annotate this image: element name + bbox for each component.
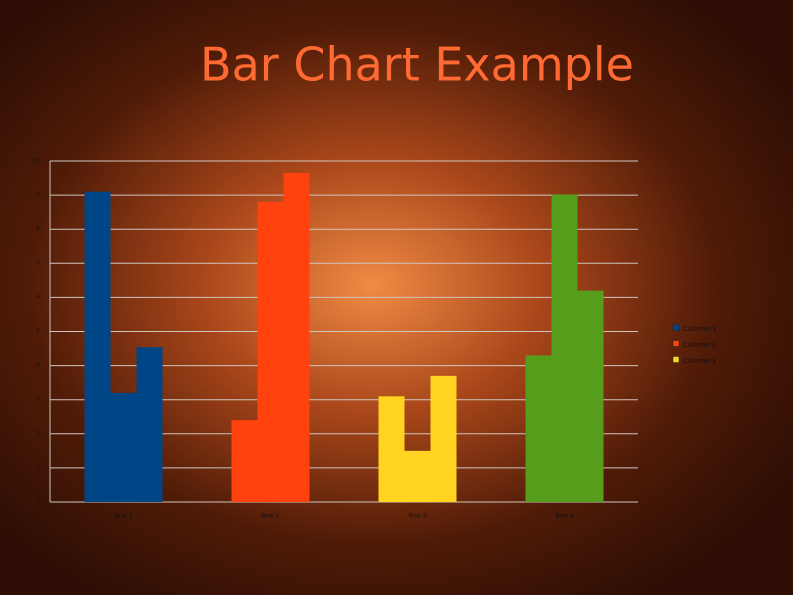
bar [551,194,578,502]
y-tick-label: 10 [32,158,40,165]
y-tick-label: 6 [36,294,40,301]
bar [283,172,310,502]
x-tick-label: Row 1 [114,513,132,520]
legend-label: Column 3 [683,357,717,365]
x-tick-label: Row 4 [555,513,573,520]
legend-swatch [672,324,680,331]
bar [110,392,137,502]
y-tick-label: 8 [36,226,40,233]
chart-title: Bar Chart Example [200,38,634,92]
x-tick-label: Row 3 [408,513,426,520]
y-tick-label: 4 [36,362,40,369]
bar [404,450,431,502]
bar [378,396,405,502]
legend-swatch [672,340,680,347]
legend-label: Column 1 [683,325,717,333]
bar [257,201,284,503]
y-tick-label: 2 [36,430,40,437]
legend-label: Column 2 [683,341,717,349]
bar [231,420,258,502]
bar [136,347,163,502]
bar [577,290,604,502]
bar [84,191,111,502]
x-tick-label: Row 2 [261,513,279,520]
y-tick-label: 5 [36,328,40,335]
legend-swatch [672,356,680,363]
bar [525,355,552,502]
y-tick-label: 7 [36,260,40,267]
y-tick-label: 1 [36,464,40,471]
bar [430,375,457,502]
y-tick-label: 9 [36,192,40,199]
y-tick-label: 0 [36,499,40,506]
y-tick-label: 3 [36,396,40,403]
